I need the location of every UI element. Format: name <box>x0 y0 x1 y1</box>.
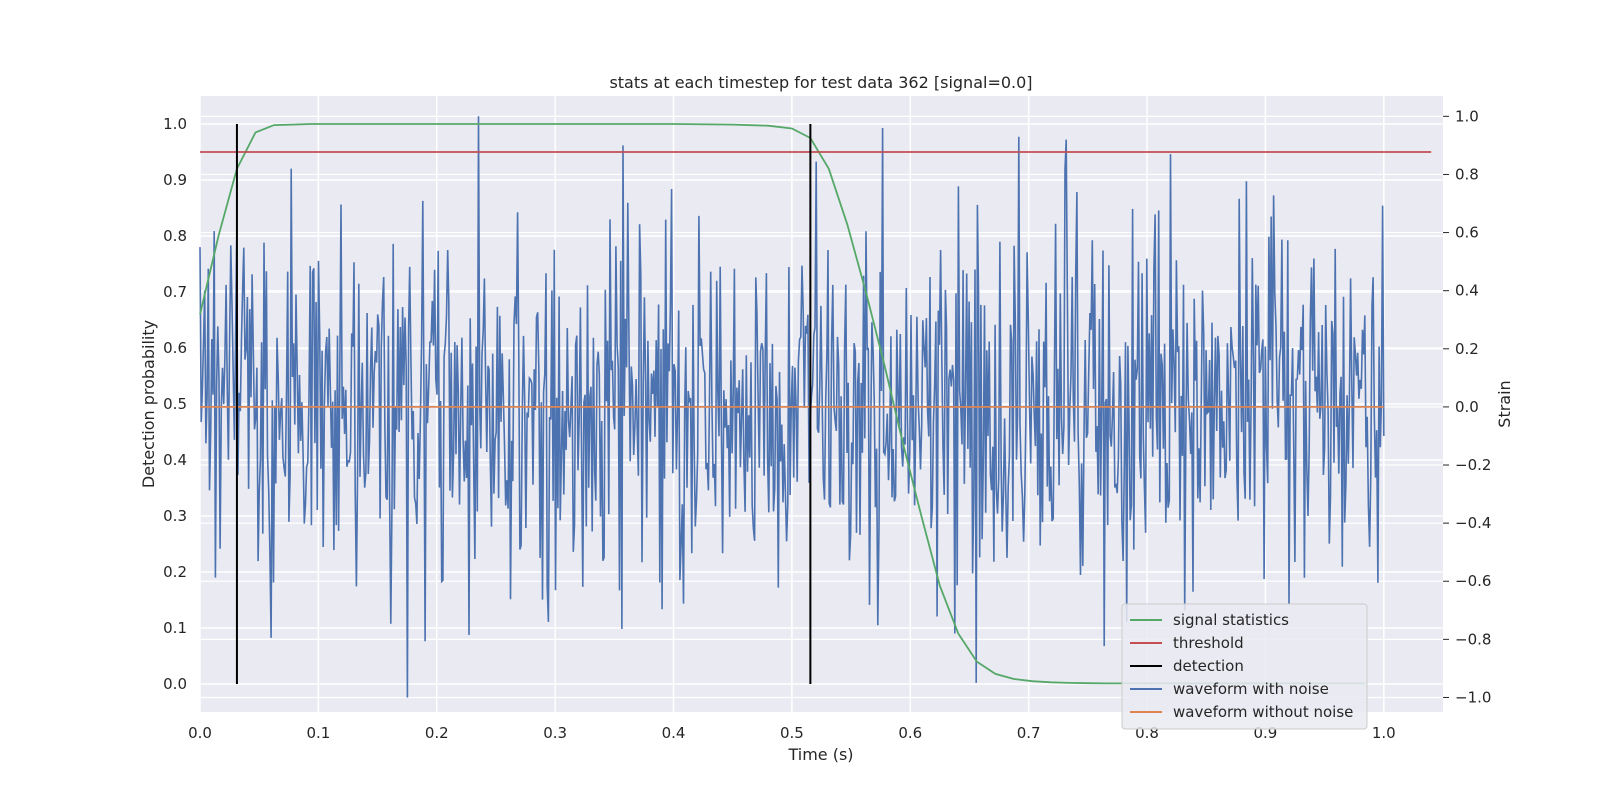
x-tick-label: 0.3 <box>543 724 567 742</box>
x-tick-label: 0.6 <box>898 724 922 742</box>
legend-label: waveform with noise <box>1173 680 1329 698</box>
y-left-tick-label: 0.5 <box>163 395 187 413</box>
legend-label: threshold <box>1173 634 1244 652</box>
x-tick-label: 0.1 <box>306 724 330 742</box>
y-left-tick-label: 1.0 <box>163 115 187 133</box>
y-left-tick-label: 0.7 <box>163 283 187 301</box>
y-left-tick-label: 0.6 <box>163 339 187 357</box>
y-right-tick-label: 0.8 <box>1455 165 1479 183</box>
y-left-tick-label: 0.4 <box>163 451 187 469</box>
legend-box <box>1121 603 1368 730</box>
x-tick-label: 0.5 <box>780 724 804 742</box>
y-left-tick-label: 0.1 <box>163 619 187 637</box>
x-tick-label: 1.0 <box>1372 724 1396 742</box>
x-tick-label: 0.4 <box>662 724 686 742</box>
y-right-tick-label: 0.2 <box>1455 340 1479 358</box>
waveform-with-noise-line <box>199 116 1385 698</box>
y-axis-right-label: Strain <box>1495 380 1514 427</box>
axes: 0.0 0.1 0.2 0.3 0.4 0.5 0.6 0.7 0.8 0.9 1.0 0.0 0.1 0… <box>163 107 1491 742</box>
legend-label: signal statistics <box>1173 611 1289 629</box>
x-tick-label: 0.2 <box>425 724 449 742</box>
y-axis-left-label: Detection probability <box>139 320 158 488</box>
y-right-tick-label: 0.4 <box>1455 282 1479 300</box>
y-left-tick-label: 0.3 <box>163 507 187 525</box>
y-left-tick-label: 0.8 <box>163 227 187 245</box>
y-left-tick-label: 0.0 <box>163 675 187 693</box>
legend-label: waveform without noise <box>1173 703 1353 721</box>
series-layer <box>199 116 1432 698</box>
x-axis-label: Time (s) <box>787 745 853 764</box>
y-left-tick-label: 0.2 <box>163 563 187 581</box>
y-right-tick-label: −0.4 <box>1455 514 1491 532</box>
y-left-tick-label: 0.9 <box>163 171 187 189</box>
signal-statistics-line <box>199 123 1366 685</box>
y-right-tick-label: 0.0 <box>1455 398 1479 416</box>
y-right-tick-label: 0.6 <box>1455 224 1479 242</box>
y-right-tick-label: −0.6 <box>1455 572 1491 590</box>
y-right-tick-label: −0.8 <box>1455 630 1491 648</box>
chart-title: stats at each timestep for test data 362… <box>609 73 1032 92</box>
y-right-tick-label: 1.0 <box>1455 107 1479 125</box>
legend-label: detection <box>1173 657 1244 675</box>
y-right-tick-label: −0.2 <box>1455 456 1491 474</box>
y-right-tick-label: −1.0 <box>1455 688 1491 706</box>
x-tick-label: 0.7 <box>1017 724 1041 742</box>
x-tick-label: 0.0 <box>188 724 212 742</box>
legend: signal statistics threshold detection wavef… <box>1121 603 1368 730</box>
